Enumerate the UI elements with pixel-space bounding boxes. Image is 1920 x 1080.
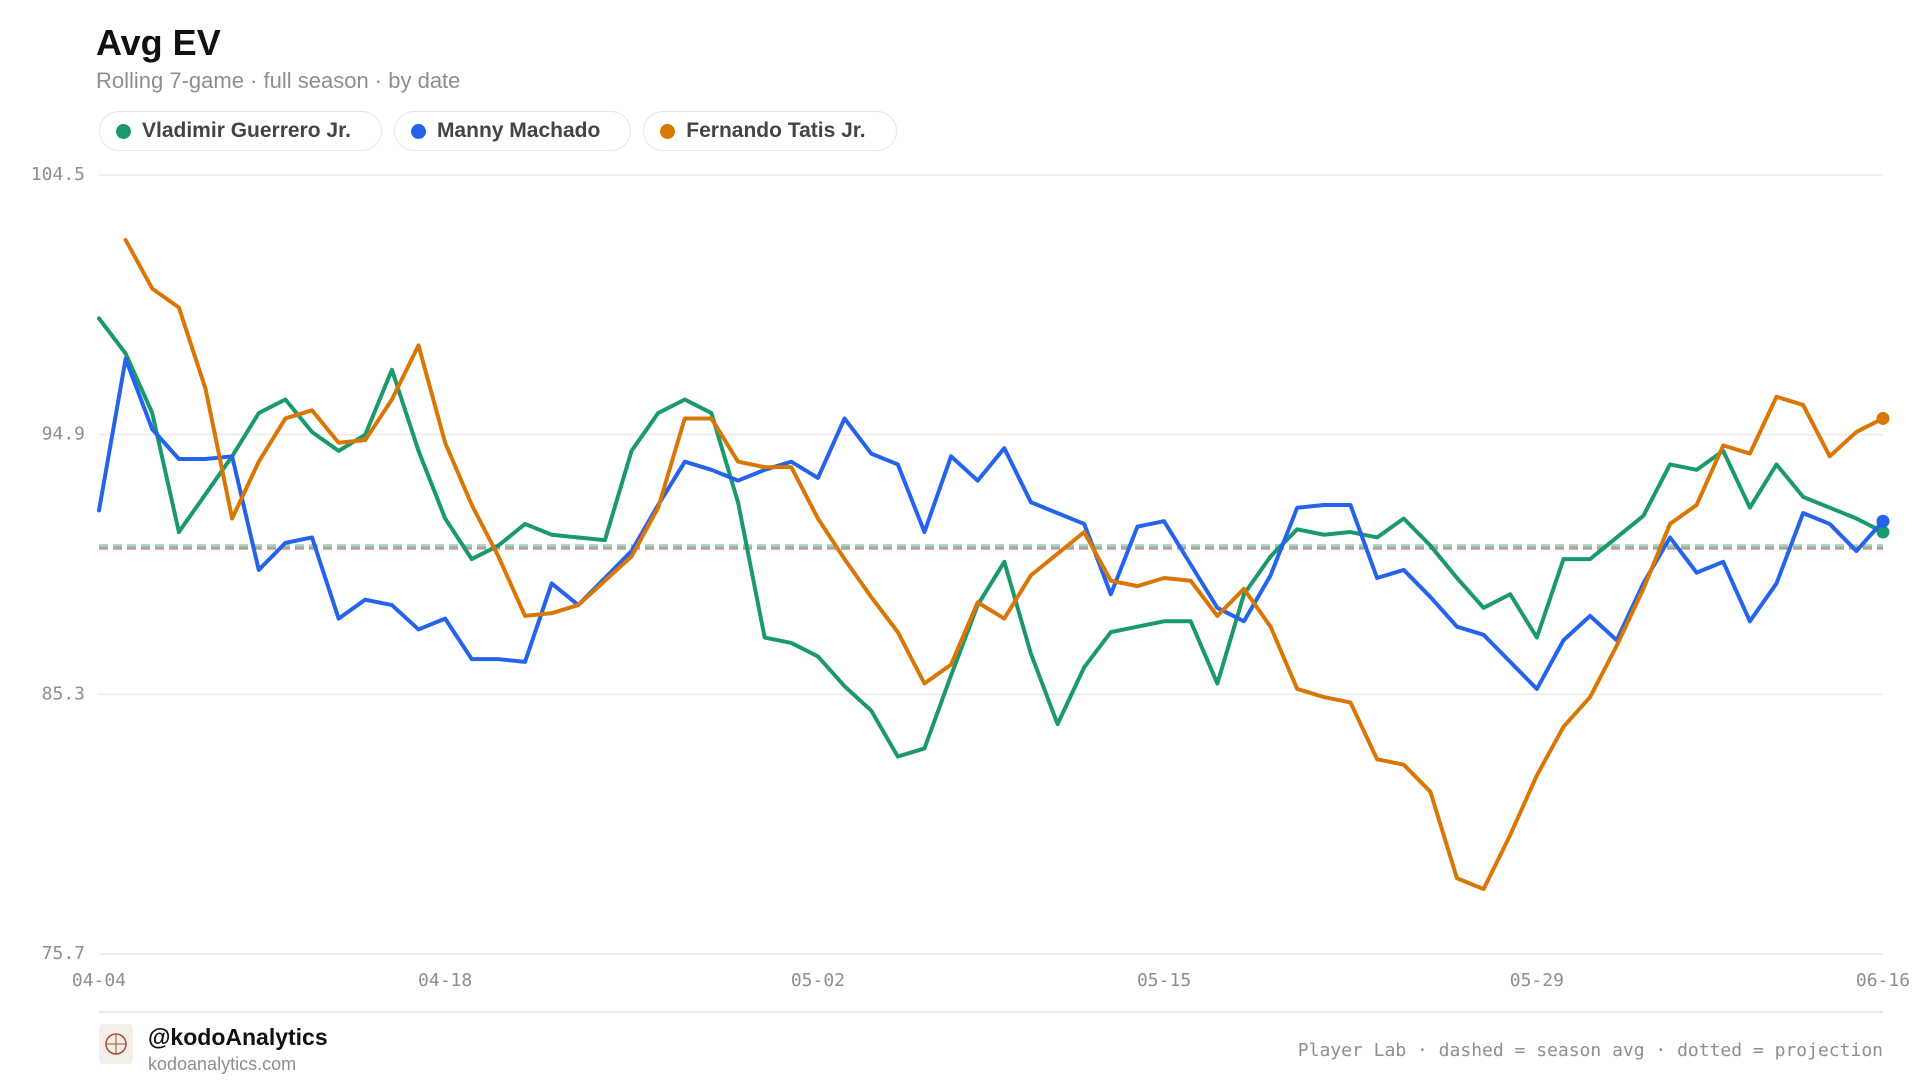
legend-swatch xyxy=(116,123,131,139)
legend-label: Fernando Tatis Jr. xyxy=(686,119,866,142)
x-tick-label: 05-02 xyxy=(791,970,845,991)
y-tick-label: 94.9 xyxy=(42,424,85,445)
chart-title: Avg EV xyxy=(96,22,221,63)
legend-label: Vladimir Guerrero Jr. xyxy=(142,119,351,142)
legend-item[interactable]: Fernando Tatis Jr. xyxy=(643,111,897,151)
chart-subtitle: Rolling 7-game · full season · by date xyxy=(96,68,461,93)
x-tick-label: 05-15 xyxy=(1137,970,1191,991)
series-line xyxy=(97,316,1885,759)
series-line xyxy=(123,237,1885,892)
end-point xyxy=(1876,525,1890,539)
footer-note: Player Lab · dashed = season avg · dotte… xyxy=(1297,1040,1883,1061)
legend-swatch xyxy=(660,123,676,139)
y-tick-label: 104.5 xyxy=(31,164,85,185)
x-tick-label: 06-16 xyxy=(1856,970,1910,991)
legend-item[interactable]: Manny Machado xyxy=(393,111,632,151)
x-tick-label: 04-04 xyxy=(72,970,126,991)
series-line xyxy=(97,356,1885,691)
legend-label: Manny Machado xyxy=(436,119,601,142)
end-point xyxy=(1876,514,1890,528)
footer-rule xyxy=(99,1011,1883,1013)
logo xyxy=(99,1024,133,1064)
footer-handle: @kodoAnalytics xyxy=(148,1024,328,1050)
end-point xyxy=(1876,411,1890,425)
footer-site: kodoanalytics.com xyxy=(148,1054,297,1074)
y-tick-label: 85.3 xyxy=(42,683,85,704)
x-tick-label: 05-29 xyxy=(1510,970,1564,991)
legend-swatch xyxy=(410,123,426,139)
logo-icon xyxy=(105,1033,127,1055)
legend: Vladimir Guerrero Jr. Manny Machado Fernan… xyxy=(99,111,897,151)
y-tick-label: 75.7 xyxy=(42,943,85,964)
x-tick-label: 04-18 xyxy=(418,970,472,991)
legend-item[interactable]: Vladimir Guerrero Jr. xyxy=(99,111,382,151)
